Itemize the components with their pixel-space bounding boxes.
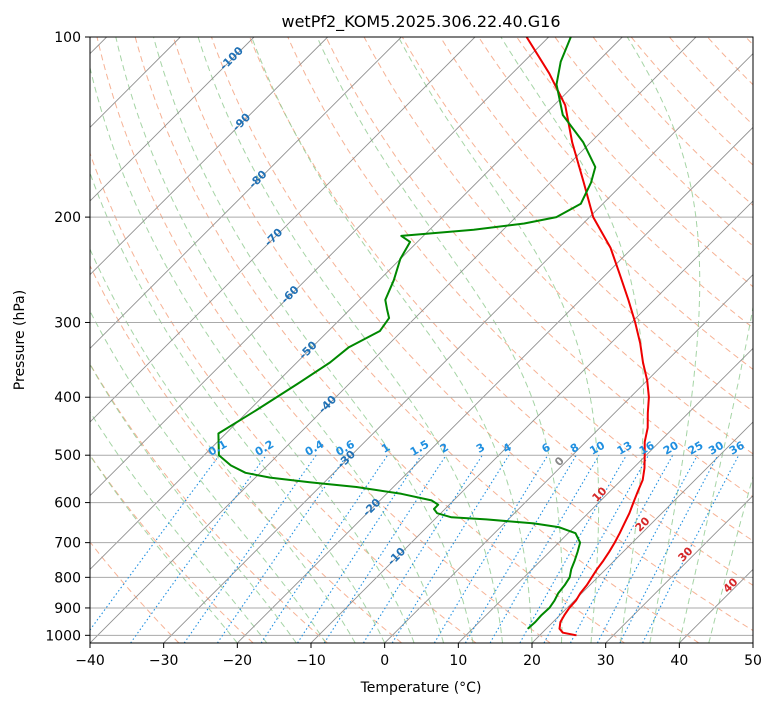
x-tick-label: −20 <box>223 653 253 669</box>
y-tick-label: 300 <box>54 315 81 331</box>
chart-title: wetPf2_KOM5.2025.306.22.40.G16 <box>281 12 560 32</box>
x-tick-label: 10 <box>449 653 467 669</box>
y-tick-label: 900 <box>54 601 81 617</box>
x-tick-label: −40 <box>75 653 105 669</box>
x-axis-label: Temperature (°C) <box>360 680 482 696</box>
y-axis-label: Pressure (hPa) <box>12 290 28 390</box>
x-tick-label: −30 <box>149 653 179 669</box>
x-tick-label: 0 <box>380 653 389 669</box>
y-tick-label: 500 <box>54 448 81 464</box>
x-tick-label: 50 <box>744 653 762 669</box>
y-tick-label: 200 <box>54 210 81 226</box>
x-tick-label: 30 <box>597 653 615 669</box>
y-tick-label: 600 <box>54 496 81 512</box>
y-tick-label: 1000 <box>45 628 81 644</box>
y-tick-label: 700 <box>54 536 81 552</box>
y-tick-label: 800 <box>54 570 81 586</box>
y-tick-label: 400 <box>54 390 81 406</box>
y-tick-label: 100 <box>54 30 81 46</box>
x-tick-label: 40 <box>670 653 688 669</box>
x-tick-label: 20 <box>523 653 541 669</box>
x-tick-label: −10 <box>296 653 326 669</box>
